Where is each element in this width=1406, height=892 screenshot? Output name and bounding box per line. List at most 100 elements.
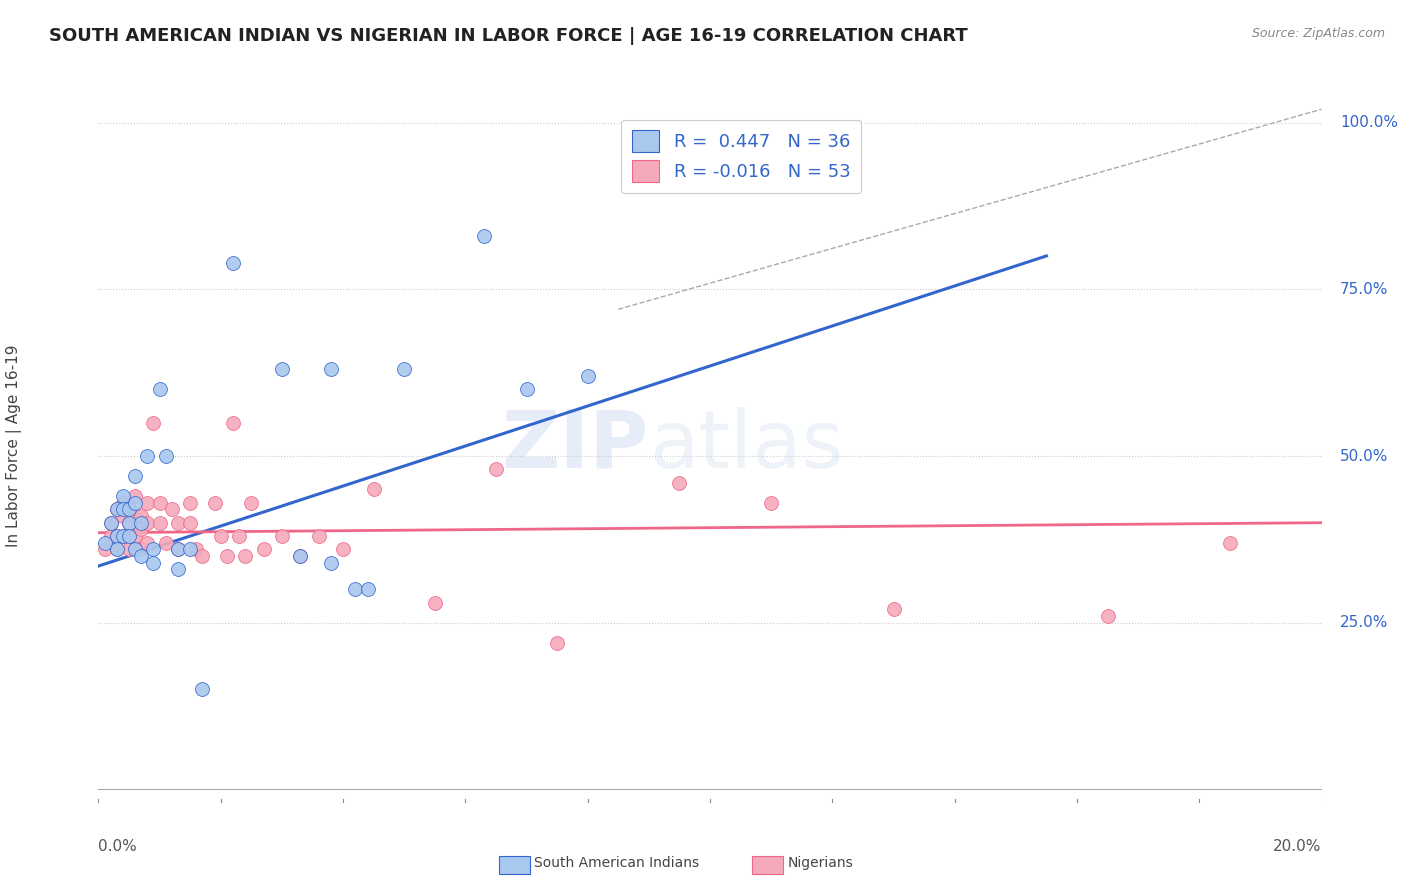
Point	[105, 542, 128, 557]
Point	[142, 542, 165, 557]
Point	[136, 516, 159, 530]
Point	[149, 382, 172, 396]
Text: ZIP: ZIP	[502, 407, 648, 485]
Point	[516, 382, 538, 396]
Point	[124, 529, 146, 543]
Point	[209, 529, 232, 543]
Point	[228, 529, 250, 543]
Point	[129, 509, 152, 524]
Point	[308, 529, 330, 543]
Point	[124, 496, 146, 510]
Text: 20.0%: 20.0%	[1274, 839, 1322, 855]
Legend: R =  0.447   N = 36, R = -0.016   N = 53: R = 0.447 N = 36, R = -0.016 N = 53	[621, 120, 860, 193]
Point	[576, 368, 599, 383]
Point	[392, 362, 416, 376]
Text: South American Indians: South American Indians	[534, 856, 699, 871]
Point	[100, 516, 122, 530]
Text: 25.0%: 25.0%	[1340, 615, 1388, 631]
Point	[118, 502, 141, 516]
Point	[179, 516, 201, 530]
Point	[142, 416, 165, 430]
Point	[149, 516, 172, 530]
Point	[160, 502, 183, 516]
Point	[270, 362, 292, 376]
Point	[129, 549, 152, 563]
Point	[270, 529, 292, 543]
Point	[142, 556, 165, 570]
Text: Source: ZipAtlas.com: Source: ZipAtlas.com	[1251, 27, 1385, 40]
Point	[100, 516, 122, 530]
Point	[472, 228, 495, 243]
Point	[191, 682, 214, 697]
Point	[546, 636, 568, 650]
Text: atlas: atlas	[648, 407, 844, 485]
Point	[1097, 609, 1119, 624]
Point	[93, 535, 115, 549]
Point	[167, 516, 190, 530]
Point	[118, 502, 141, 516]
Point	[111, 502, 134, 516]
Point	[222, 255, 245, 269]
Point	[167, 542, 190, 557]
Point	[105, 502, 128, 516]
Point	[136, 449, 159, 463]
Point	[129, 516, 152, 530]
Text: 50.0%: 50.0%	[1340, 449, 1388, 464]
Point	[759, 496, 782, 510]
Point	[118, 516, 141, 530]
Point	[100, 529, 122, 543]
Point	[363, 483, 385, 497]
Point	[179, 496, 201, 510]
Point	[883, 602, 905, 616]
Point	[105, 529, 128, 543]
Point	[332, 542, 354, 557]
Text: 75.0%: 75.0%	[1340, 282, 1388, 297]
Point	[124, 542, 146, 557]
Point	[111, 529, 134, 543]
Point	[136, 496, 159, 510]
Point	[319, 362, 342, 376]
Point	[118, 529, 141, 543]
Point	[118, 542, 141, 557]
Point	[124, 489, 146, 503]
Point	[423, 596, 446, 610]
Point	[356, 582, 378, 597]
Point	[105, 502, 128, 516]
Point	[167, 542, 190, 557]
Point	[290, 549, 312, 563]
Point	[129, 542, 152, 557]
Point	[186, 542, 208, 557]
Point	[155, 449, 177, 463]
Point	[204, 496, 226, 510]
Text: 0.0%: 0.0%	[98, 839, 138, 855]
Point	[668, 475, 690, 490]
Point	[118, 516, 141, 530]
Point	[240, 496, 263, 510]
Point	[222, 416, 245, 430]
Point	[485, 462, 508, 476]
Point	[124, 509, 146, 524]
Point	[319, 556, 342, 570]
Point	[233, 549, 256, 563]
Point	[111, 496, 134, 510]
Text: SOUTH AMERICAN INDIAN VS NIGERIAN IN LABOR FORCE | AGE 16-19 CORRELATION CHART: SOUTH AMERICAN INDIAN VS NIGERIAN IN LAB…	[49, 27, 967, 45]
Point	[111, 489, 134, 503]
Point	[155, 535, 177, 549]
Point	[129, 522, 152, 536]
Point	[149, 496, 172, 510]
Point	[111, 509, 134, 524]
Text: In Labor Force | Age 16-19: In Labor Force | Age 16-19	[6, 344, 22, 548]
Point	[105, 542, 128, 557]
Point	[136, 535, 159, 549]
Point	[167, 562, 190, 576]
Point	[179, 542, 201, 557]
Text: 100.0%: 100.0%	[1340, 115, 1398, 130]
Point	[93, 542, 115, 557]
Point	[290, 549, 312, 563]
Point	[215, 549, 238, 563]
Point	[111, 529, 134, 543]
Point	[124, 469, 146, 483]
Point	[105, 529, 128, 543]
Text: Nigerians: Nigerians	[787, 856, 853, 871]
Point	[191, 549, 214, 563]
